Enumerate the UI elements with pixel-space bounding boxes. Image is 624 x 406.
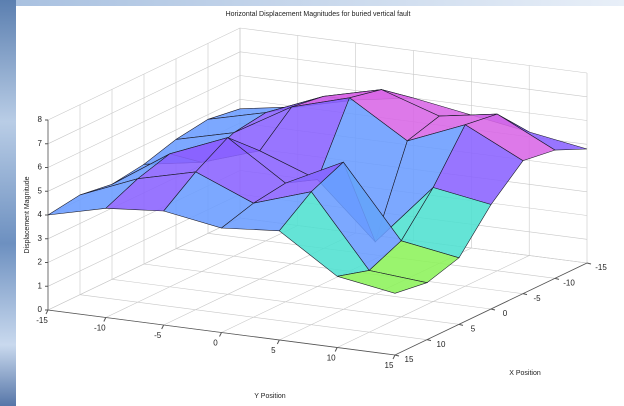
y-tick [219,332,222,337]
x-tick-label: -15 [595,263,607,272]
x-tick [586,262,592,265]
x-tick-label: -5 [533,294,541,303]
x-tick [426,339,432,342]
z-tick-label: 1 [38,281,43,290]
y-tick-label: 0 [213,339,218,348]
surface-patch [337,270,429,294]
z-tick-label: 8 [38,115,43,124]
y-tick-label: -10 [94,324,106,333]
y-tick [276,339,280,345]
y-tick [392,354,396,360]
x-tick [394,354,400,357]
y-tick [334,347,338,352]
z-tick-label: 4 [38,210,43,219]
x-tick [554,277,560,280]
x-tick-label: 0 [503,309,508,318]
chart-title: Horizontal Displacement Magnitudes for b… [226,11,411,18]
z-tick-label: 2 [38,258,43,267]
grid-line [143,74,492,310]
background-band [16,0,624,6]
z-tick-label: 3 [38,234,43,243]
x-tick-label: -10 [563,278,575,287]
grid-line [79,104,428,340]
y-tick-label: 10 [327,354,336,363]
y-tick-label: -15 [36,316,48,325]
x-axis-label: X Position [509,370,541,377]
x-tick [522,293,528,296]
z-axis-label: Displacement Magnitude [24,176,31,253]
y-tick-label: -5 [154,331,162,340]
z-tick-label: 6 [38,163,43,172]
y-tick [45,309,49,315]
x-tick [458,323,464,326]
y-tick-label: 5 [271,346,276,355]
x-tick-label: 10 [437,340,446,349]
z-tick-label: 5 [38,186,43,195]
z-tick-label: 0 [38,305,43,314]
y-tick [161,324,165,330]
x-tick-label: 15 [405,355,414,364]
y-tick [103,317,107,322]
y-tick-label: 15 [385,361,394,370]
z-tick-label: 7 [38,139,43,148]
x-tick [490,308,496,311]
y-axis-label: Y Position [254,393,285,400]
x-tick-label: 5 [471,324,476,333]
background-strip [0,0,16,406]
grid-line [111,89,460,325]
